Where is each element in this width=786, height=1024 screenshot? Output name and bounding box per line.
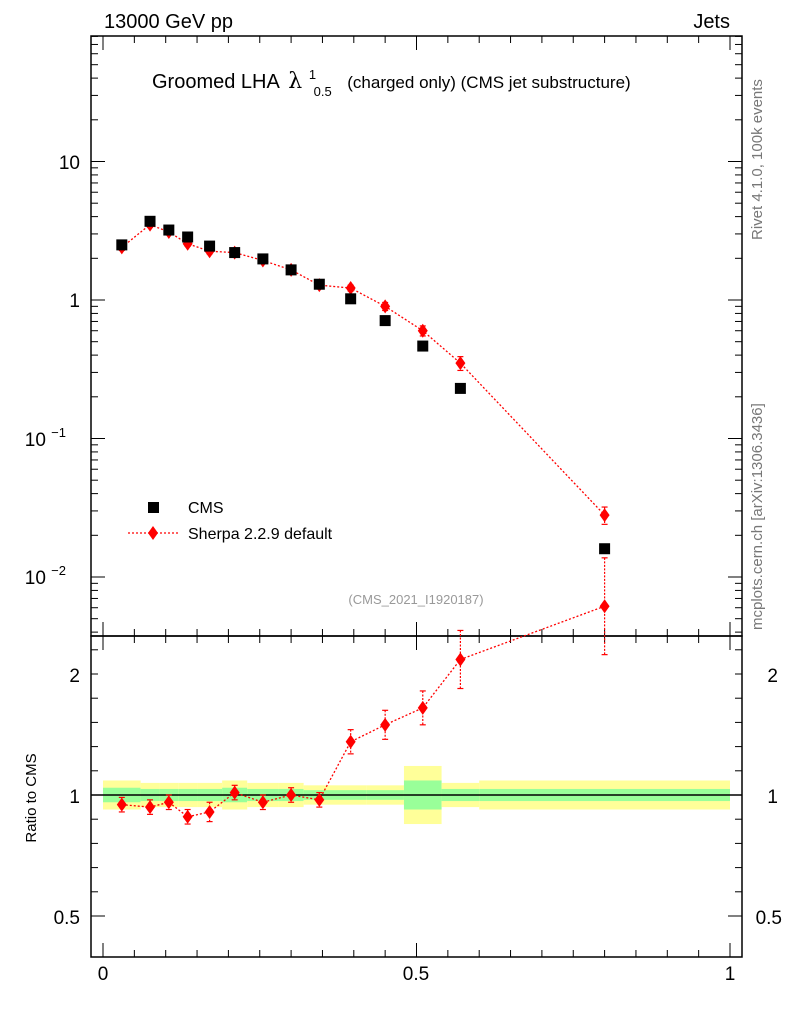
- sherpa-points-main: [116, 217, 610, 525]
- cms-point: [229, 247, 241, 259]
- plot-title-symbol: λ: [288, 69, 302, 94]
- mcplots-label: mcplots.cern.ch [arXiv:1306.3436]: [749, 403, 766, 630]
- cms-point: [313, 278, 325, 290]
- ratio-panel: 2 1 0.5 2 1 0.5 Ratio to CMS 0 0.5 1: [23, 557, 782, 985]
- ratio-axis-ticks: [91, 636, 742, 957]
- cms-point: [182, 231, 194, 243]
- sherpa-points-ratio: [116, 557, 610, 825]
- x-tick-label-1: 1: [725, 964, 736, 985]
- sherpa-ratio-point: [380, 717, 391, 732]
- sherpa-ratio-point: [345, 734, 356, 749]
- cms-point: [204, 240, 216, 252]
- y-tick-label-0p1: 10 −1: [25, 425, 66, 451]
- x-tick-label-0: 0: [98, 964, 109, 985]
- x-tick-label-0p5: 0.5: [403, 964, 429, 985]
- sherpa-line-ratio: [121, 605, 605, 818]
- sherpa-point: [455, 356, 466, 371]
- plot-title-sup: 1: [309, 67, 316, 82]
- plot-title: Groomed LHA λ 1 0.5 (charged only) (CMS …: [152, 62, 631, 101]
- ratio-y-tick-label-2-right: 2: [767, 666, 778, 687]
- main-panel: Groomed LHA λ 1 0.5 (charged only) (CMS …: [25, 35, 743, 637]
- sherpa-line: [121, 223, 606, 516]
- ratio-y-tick-label-1: 1: [69, 787, 80, 808]
- cms-point: [599, 543, 611, 555]
- sherpa-ratio-point: [182, 809, 193, 824]
- legend-sherpa-label: Sherpa 2.2.9 default: [188, 526, 333, 543]
- ratio-y-axis-label: Ratio to CMS: [23, 753, 40, 842]
- cms-point: [345, 293, 357, 305]
- y-tick-label-0p01-base: 10: [25, 568, 46, 589]
- legend-cms-marker: [148, 502, 159, 513]
- ratio-y-tick-label-2: 2: [69, 666, 80, 687]
- sherpa-ratio-point: [116, 797, 127, 812]
- cms-point: [417, 340, 429, 352]
- y-tick-label-0p1-base: 10: [25, 430, 46, 451]
- sherpa-ratio-point: [417, 700, 428, 715]
- sherpa-ratio-line: [121, 605, 605, 818]
- rivet-version-label: Rivet 4.1.0, 100k events: [749, 79, 766, 240]
- cms-point: [454, 382, 466, 394]
- y-tick-label-0p01: 10 −2: [25, 563, 66, 589]
- sherpa-point: [599, 508, 610, 523]
- sherpa-point: [345, 281, 356, 296]
- sherpa-ratio-point: [229, 785, 240, 800]
- sherpa-line-main: [121, 223, 606, 516]
- sherpa-ratio-point: [257, 795, 268, 810]
- y-tick-label-0p1-exp: −1: [51, 425, 66, 440]
- cms-point: [257, 253, 269, 265]
- ratio-y-tick-label-0p5-right: 0.5: [756, 908, 782, 929]
- sherpa-ratio-point: [145, 800, 156, 815]
- cms-point: [144, 215, 156, 227]
- y-tick-label-1: 1: [69, 291, 80, 312]
- legend-cms-label: CMS: [188, 500, 224, 517]
- main-frame: [90, 35, 743, 637]
- y-tick-label-0p01-exp: −2: [51, 563, 66, 578]
- plot-title-main: Groomed LHA: [152, 71, 280, 93]
- sherpa-ratio-point: [286, 788, 297, 802]
- analysis-id-label: (CMS_2021_I1920187): [348, 592, 483, 607]
- plot-title-sub: 0.5: [314, 84, 332, 99]
- legend-sherpa-marker: [148, 526, 158, 540]
- sherpa-ratio-point: [204, 804, 215, 819]
- sherpa-ratio-point: [163, 795, 174, 810]
- sherpa-point: [380, 299, 391, 314]
- legend: CMS Sherpa 2.2.9 default: [128, 500, 333, 543]
- ratio-y-tick-label-1-right: 1: [767, 787, 778, 808]
- sherpa-point: [417, 323, 428, 338]
- cms-point: [116, 239, 128, 251]
- cms-point: [285, 264, 297, 276]
- main-axis-ticks: [91, 35, 742, 636]
- y-tick-label-10: 10: [59, 153, 80, 174]
- sherpa-ratio-point: [455, 652, 466, 667]
- cms-point: [379, 315, 391, 327]
- sherpa-ratio-point: [314, 792, 325, 807]
- cms-point: [163, 224, 175, 236]
- header-left-title: 13000 GeV pp: [104, 11, 233, 33]
- cms-points-main: [116, 215, 611, 555]
- header-right-title: Jets: [693, 11, 730, 33]
- plot-title-suffix: (charged only) (CMS jet substructure): [347, 73, 630, 92]
- sherpa-ratio-point: [599, 599, 610, 614]
- ratio-y-tick-label-0p5: 0.5: [54, 908, 80, 929]
